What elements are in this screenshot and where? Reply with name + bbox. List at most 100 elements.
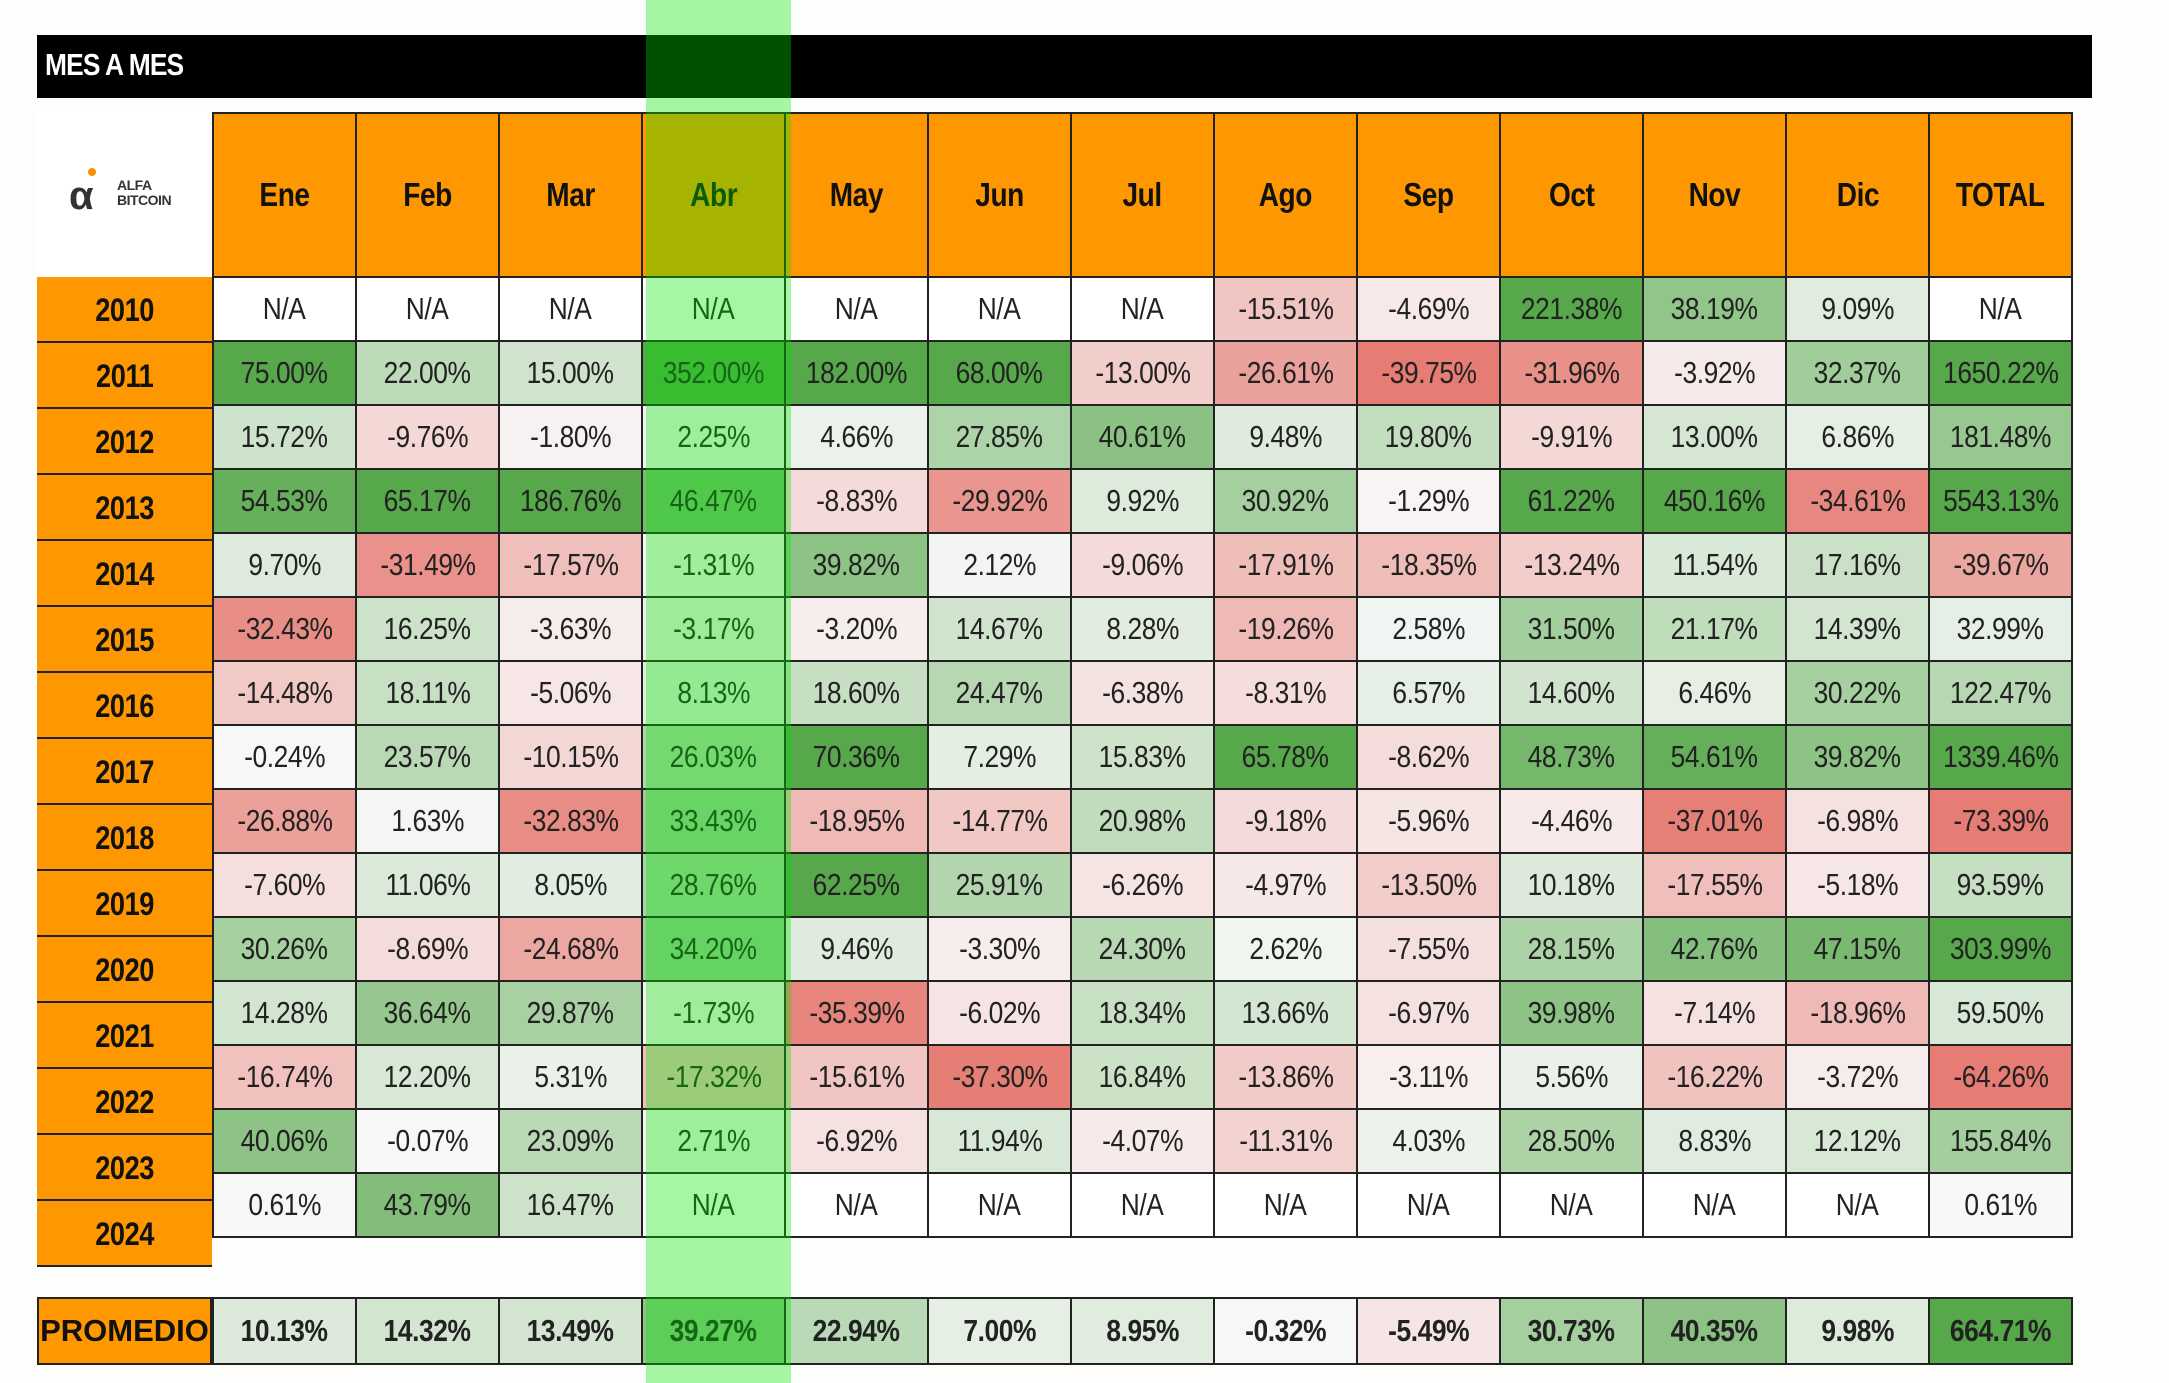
return-cell: N/A: [784, 276, 929, 342]
return-value: -8.62%: [1388, 739, 1469, 774]
return-cell: -6.26%: [1070, 852, 1215, 918]
return-value: -17.55%: [1666, 867, 1763, 902]
return-value: -9.06%: [1102, 547, 1183, 582]
return-cell: 11.94%: [927, 1108, 1072, 1174]
return-cell: 13.66%: [1213, 980, 1358, 1046]
return-cell: 22.00%: [355, 340, 500, 406]
return-value: 18.60%: [813, 675, 900, 710]
return-cell: 42.76%: [1642, 916, 1787, 982]
return-value: N/A: [692, 291, 735, 326]
month-header-row: Ene Feb Mar Abr May Jun Jul Ago Sep Oct Nov Dic TOTA…: [212, 112, 2073, 278]
return-value: 352.00%: [662, 355, 765, 390]
return-cell: -64.26%: [1928, 1044, 2073, 1110]
month-label: TOTAL: [1956, 176, 2045, 213]
return-cell: 19.80%: [1356, 404, 1501, 470]
return-cell: 14.39%: [1785, 596, 1930, 662]
month-label: Dic: [1836, 176, 1879, 213]
return-cell: -14.77%: [927, 788, 1072, 854]
return-cell: 11.54%: [1642, 532, 1787, 598]
monthly-returns-table: Ene Feb Mar Abr May Jun Jul Ago Sep Oct Nov Dic TOTA…: [212, 112, 2073, 1238]
return-cell: N/A: [641, 276, 786, 342]
return-cell: -10.15%: [498, 724, 643, 790]
month-header-feb: Feb: [355, 112, 500, 278]
return-value: -6.02%: [959, 995, 1040, 1030]
month-label: Oct: [1548, 176, 1595, 213]
table-row: -32.43% 16.25% -3.63% -3.17% -3.20% 14.67% 8.2…: [212, 596, 2073, 662]
return-cell: -13.86%: [1213, 1044, 1358, 1110]
return-cell: -5.18%: [1785, 852, 1930, 918]
return-cell: 21.17%: [1642, 596, 1787, 662]
return-cell: -8.69%: [355, 916, 500, 982]
return-cell: 303.99%: [1928, 916, 2073, 982]
return-cell: 23.09%: [498, 1108, 643, 1174]
return-value: N/A: [406, 291, 449, 326]
return-value: 122.47%: [1949, 675, 2052, 710]
return-cell: 14.60%: [1499, 660, 1644, 726]
return-value: 0.61%: [248, 1187, 321, 1222]
return-cell: 36.64%: [355, 980, 500, 1046]
return-cell: 28.15%: [1499, 916, 1644, 982]
average-cell: 10.13%: [212, 1297, 357, 1365]
return-cell: -26.61%: [1213, 340, 1358, 406]
return-cell: 122.47%: [1928, 660, 2073, 726]
return-value: 2.12%: [963, 547, 1036, 582]
return-cell: -3.17%: [641, 596, 786, 662]
average-value: 8.95%: [1106, 1313, 1179, 1348]
return-value: 14.39%: [1814, 611, 1901, 646]
return-value: 16.25%: [384, 611, 471, 646]
return-value: -32.83%: [522, 803, 619, 838]
return-value: 7.29%: [963, 739, 1036, 774]
return-value: 39.82%: [1814, 739, 1901, 774]
logo-text: ALFA BITCOIN: [117, 178, 172, 208]
return-cell: N/A: [641, 1172, 786, 1238]
return-value: 43.79%: [384, 1187, 471, 1222]
return-value: 2.58%: [1392, 611, 1465, 646]
return-value: N/A: [835, 291, 878, 326]
year-text: 2017: [95, 754, 154, 790]
return-cell: 43.79%: [355, 1172, 500, 1238]
year-label: 2012: [37, 409, 212, 475]
return-value: 23.09%: [527, 1123, 614, 1158]
return-value: -8.83%: [816, 483, 897, 518]
return-value: 9.46%: [820, 931, 893, 966]
return-value: N/A: [1407, 1187, 1450, 1222]
return-value: -35.39%: [808, 995, 905, 1030]
return-value: -39.67%: [1952, 547, 2049, 582]
return-cell: 24.47%: [927, 660, 1072, 726]
return-cell: 70.36%: [784, 724, 929, 790]
return-cell: -39.67%: [1928, 532, 2073, 598]
average-cell: 39.27%: [641, 1297, 786, 1365]
year-label: 2023: [37, 1135, 212, 1201]
return-cell: 2.71%: [641, 1108, 786, 1174]
return-value: 14.28%: [241, 995, 328, 1030]
return-value: 59.50%: [1957, 995, 2044, 1030]
return-cell: 23.57%: [355, 724, 500, 790]
return-cell: 2.62%: [1213, 916, 1358, 982]
return-cell: 182.00%: [784, 340, 929, 406]
return-cell: 31.50%: [1499, 596, 1644, 662]
return-cell: -0.07%: [355, 1108, 500, 1174]
return-value: -3.30%: [959, 931, 1040, 966]
return-cell: -15.51%: [1213, 276, 1358, 342]
return-value: 70.36%: [813, 739, 900, 774]
year-text: 2022: [95, 1084, 154, 1120]
alpha-logo-icon: α: [69, 168, 96, 219]
return-value: 32.99%: [1957, 611, 2044, 646]
return-cell: 352.00%: [641, 340, 786, 406]
year-text: 2021: [95, 1018, 154, 1054]
return-value: 2.25%: [677, 419, 750, 454]
return-cell: -1.29%: [1356, 468, 1501, 534]
return-cell: 17.16%: [1785, 532, 1930, 598]
return-value: 221.38%: [1520, 291, 1623, 326]
return-cell: 14.67%: [927, 596, 1072, 662]
table-row: 14.28% 36.64% 29.87% -1.73% -35.39% -6.02% 18.…: [212, 980, 2073, 1046]
return-value: -7.14%: [1674, 995, 1755, 1030]
return-cell: 40.06%: [212, 1108, 357, 1174]
return-value: -5.06%: [530, 675, 611, 710]
return-value: 48.73%: [1528, 739, 1615, 774]
return-value: 46.47%: [670, 483, 757, 518]
return-cell: -4.97%: [1213, 852, 1358, 918]
return-value: N/A: [1836, 1187, 1879, 1222]
return-cell: -0.24%: [212, 724, 357, 790]
return-value: 15.72%: [241, 419, 328, 454]
